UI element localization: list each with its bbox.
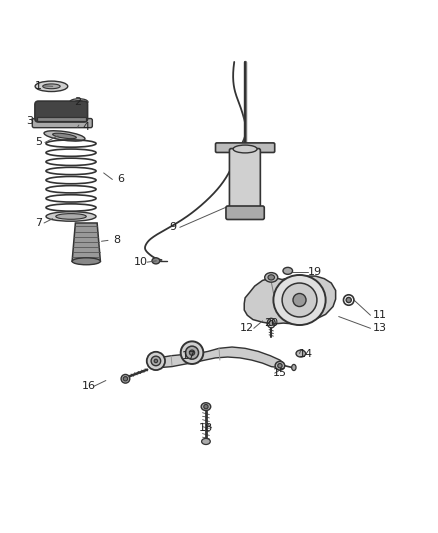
Text: 2: 2: [74, 97, 81, 107]
Ellipse shape: [185, 346, 198, 359]
Ellipse shape: [72, 258, 100, 265]
Text: 20: 20: [264, 318, 278, 328]
Ellipse shape: [269, 320, 273, 326]
FancyBboxPatch shape: [35, 101, 88, 122]
Text: 4: 4: [83, 122, 90, 132]
Text: 13: 13: [373, 324, 387, 333]
Ellipse shape: [181, 341, 203, 364]
Ellipse shape: [154, 359, 158, 362]
Text: 10: 10: [134, 257, 148, 267]
Ellipse shape: [204, 405, 208, 409]
FancyBboxPatch shape: [32, 118, 92, 128]
Polygon shape: [156, 347, 283, 367]
Text: 18: 18: [199, 423, 213, 433]
Ellipse shape: [265, 272, 278, 282]
Ellipse shape: [273, 275, 325, 325]
Text: 5: 5: [35, 138, 42, 148]
Text: 19: 19: [307, 266, 322, 277]
Ellipse shape: [147, 352, 165, 370]
Text: 16: 16: [81, 381, 95, 391]
FancyBboxPatch shape: [215, 143, 275, 152]
FancyBboxPatch shape: [226, 206, 264, 220]
Ellipse shape: [43, 84, 60, 88]
Ellipse shape: [292, 365, 296, 370]
Ellipse shape: [74, 100, 83, 103]
Ellipse shape: [296, 350, 306, 357]
Ellipse shape: [278, 364, 282, 368]
Text: 3: 3: [26, 116, 33, 126]
FancyBboxPatch shape: [230, 149, 260, 209]
Ellipse shape: [70, 99, 88, 105]
Text: 8: 8: [113, 236, 120, 245]
Ellipse shape: [151, 356, 161, 366]
Text: 1: 1: [35, 81, 42, 91]
Ellipse shape: [346, 297, 351, 303]
Polygon shape: [72, 223, 100, 261]
Ellipse shape: [201, 403, 211, 410]
Text: 17: 17: [181, 351, 196, 361]
Text: 15: 15: [273, 368, 287, 378]
Text: 9: 9: [170, 222, 177, 232]
Ellipse shape: [123, 377, 127, 381]
Ellipse shape: [46, 212, 96, 221]
Ellipse shape: [121, 375, 130, 383]
Ellipse shape: [189, 350, 194, 356]
Polygon shape: [244, 276, 336, 324]
Ellipse shape: [293, 294, 306, 306]
Text: 12: 12: [240, 324, 254, 333]
Ellipse shape: [268, 275, 275, 280]
Ellipse shape: [152, 258, 160, 264]
Ellipse shape: [275, 361, 285, 370]
Ellipse shape: [282, 283, 317, 317]
Ellipse shape: [35, 81, 68, 92]
FancyBboxPatch shape: [37, 117, 86, 120]
Text: 14: 14: [299, 349, 313, 359]
Ellipse shape: [44, 131, 85, 141]
Ellipse shape: [283, 268, 293, 274]
Ellipse shape: [53, 133, 76, 139]
Text: 7: 7: [35, 218, 42, 228]
Ellipse shape: [233, 145, 257, 153]
Text: 11: 11: [373, 310, 387, 320]
Text: 6: 6: [117, 174, 124, 184]
Ellipse shape: [56, 214, 86, 219]
Ellipse shape: [201, 439, 210, 445]
